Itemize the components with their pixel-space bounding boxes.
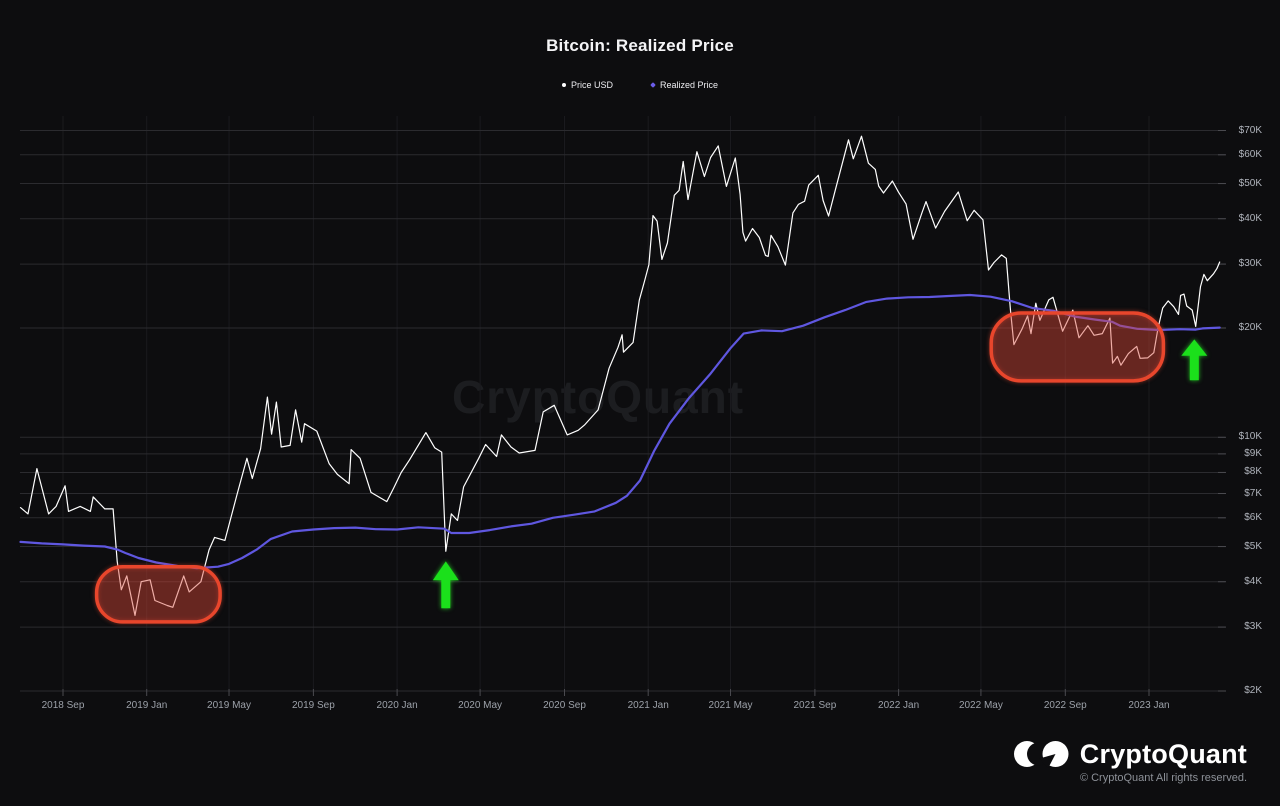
legend-item-realized-price[interactable]: Realized Price [650,80,719,90]
y-tick-label: $20K [1238,322,1262,333]
watermark: CryptoQuant [452,371,745,423]
y-tick-label: $2K [1244,685,1262,696]
legend-item-price-usd[interactable]: Price USD [561,80,613,90]
y-tick-label: $5K [1244,540,1262,552]
legend-label: Realized Price [659,80,719,90]
y-tick-label: $50K [1238,177,1262,189]
cryptoquant-logo-icon [1013,741,1069,769]
y-tick-label: $3K [1244,621,1262,633]
x-tick-label: 2019 May [207,700,251,711]
x-tick-label: 2021 Jan [627,700,669,711]
x-tick-label: 2020 Sep [543,700,586,711]
y-tick-label: $40K [1238,212,1262,224]
y-tick-label: $9K [1244,447,1262,459]
chart-title: Bitcoin: Realized Price [546,36,734,55]
y-tick-label: $60K [1238,148,1262,160]
buy-signal-arrow-2020 [432,561,459,609]
x-tick-label: 2020 Jan [376,700,418,711]
x-tick-label: 2019 Jan [126,700,168,711]
x-tick-label: 2023 Jan [1128,700,1170,711]
realized-price-line [19,293,1221,570]
x-tick-label: 2022 Sep [1043,700,1087,711]
footer-copyright: © CryptoQuant All rights reserved. [1079,772,1247,784]
chart-canvas[interactable] [0,0,1280,730]
buy-signal-arrow-2023 [1181,339,1208,381]
cryptoquant-logo[interactable]: CryptoQuant [1013,739,1247,769]
x-tick-label: 2019 Sep [291,700,335,711]
x-tick-label: 2021 May [708,700,753,711]
y-tick-label: $8K [1244,466,1262,478]
accumulation-zone-2022-bottom [989,311,1166,383]
x-tick-label: 2018 Sep [41,700,85,711]
x-tick-label: 2022 May [958,700,1003,711]
y-tick-label: $10K [1238,431,1262,443]
chart-legend: Price USD Realized Price [0,80,1280,90]
price-usd-line [19,135,1221,616]
x-tick-label: 2020 May [458,700,503,711]
accumulation-zone-2018-bottom [94,564,222,624]
legend-label: Price USD [570,80,613,90]
x-tick-label: 2021 Sep [793,700,837,711]
y-tick-label: $30K [1238,258,1262,270]
x-tick-label: 2022 Jan [878,700,920,711]
y-tick-label: $6K [1244,511,1262,523]
y-tick-label: $4K [1244,575,1262,587]
y-tick-label: $70K [1238,124,1262,136]
price-usd-marker-icon [561,83,566,87]
y-tick-label: $7K [1244,487,1262,499]
footer-brand-text: CryptoQuant [1079,738,1247,769]
